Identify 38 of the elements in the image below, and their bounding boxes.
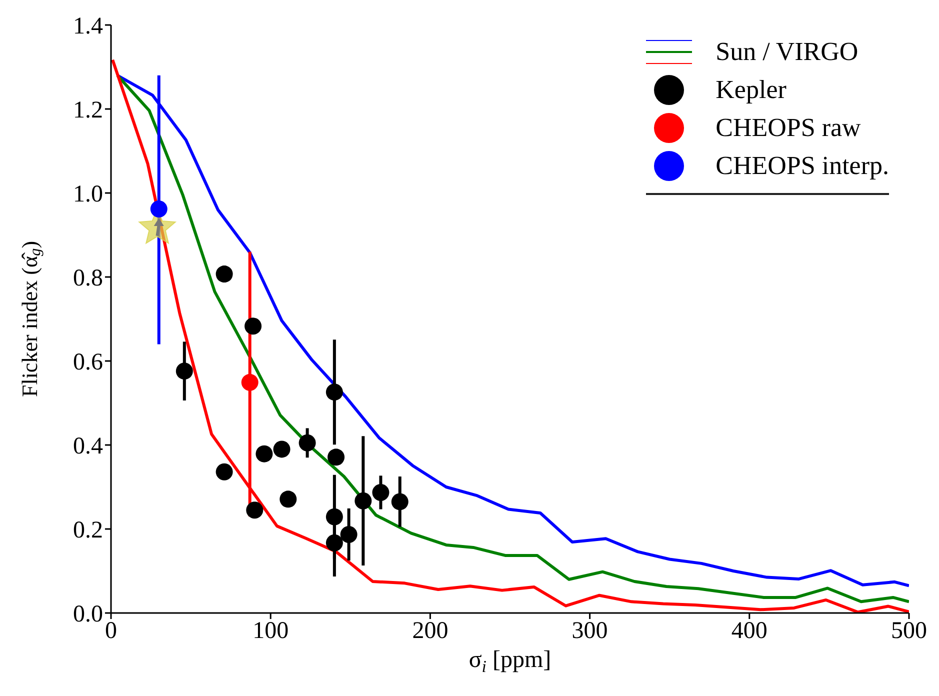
y-tick-label: 0.4 xyxy=(73,434,103,460)
point xyxy=(150,200,168,218)
point xyxy=(176,362,193,380)
x-tick-label: 300 xyxy=(572,618,608,644)
x-tick-label: 200 xyxy=(412,618,448,644)
point xyxy=(326,384,343,401)
point xyxy=(391,493,408,510)
y-tick-label: 1.4 xyxy=(73,14,103,40)
point xyxy=(241,374,258,391)
point xyxy=(216,463,233,480)
x-tick-label: 100 xyxy=(252,618,289,644)
point xyxy=(280,490,297,508)
point xyxy=(298,434,316,452)
y-tick-label: 0.8 xyxy=(73,266,103,292)
legend-label: Kepler xyxy=(714,75,786,105)
legend-label: CHEOPS interp. xyxy=(714,151,889,181)
point xyxy=(256,445,273,462)
y-tick-label: 0.2 xyxy=(73,518,103,544)
legend-label: Sun / VIRGO xyxy=(714,37,858,67)
point xyxy=(273,440,290,458)
x-tick-label: 500 xyxy=(891,618,927,644)
point xyxy=(354,492,372,510)
legend-label: CHEOPS raw xyxy=(714,113,861,143)
point xyxy=(328,448,345,466)
point xyxy=(246,502,264,519)
x-axis-title: σ$_{i}$ [ppm] xyxy=(468,647,552,676)
y-tick-label: 1.0 xyxy=(73,182,103,208)
x-tick-label: 400 xyxy=(731,618,768,644)
point xyxy=(326,508,343,526)
y-tick-label: 1.2 xyxy=(73,98,103,124)
point xyxy=(326,534,343,552)
y-tick-label: 0.0 xyxy=(73,602,103,628)
point xyxy=(244,318,262,335)
point xyxy=(372,484,390,501)
x-tick-label: 0 xyxy=(105,618,117,644)
point xyxy=(340,526,358,543)
point xyxy=(216,266,233,283)
y-tick-label: 0.6 xyxy=(73,350,103,376)
